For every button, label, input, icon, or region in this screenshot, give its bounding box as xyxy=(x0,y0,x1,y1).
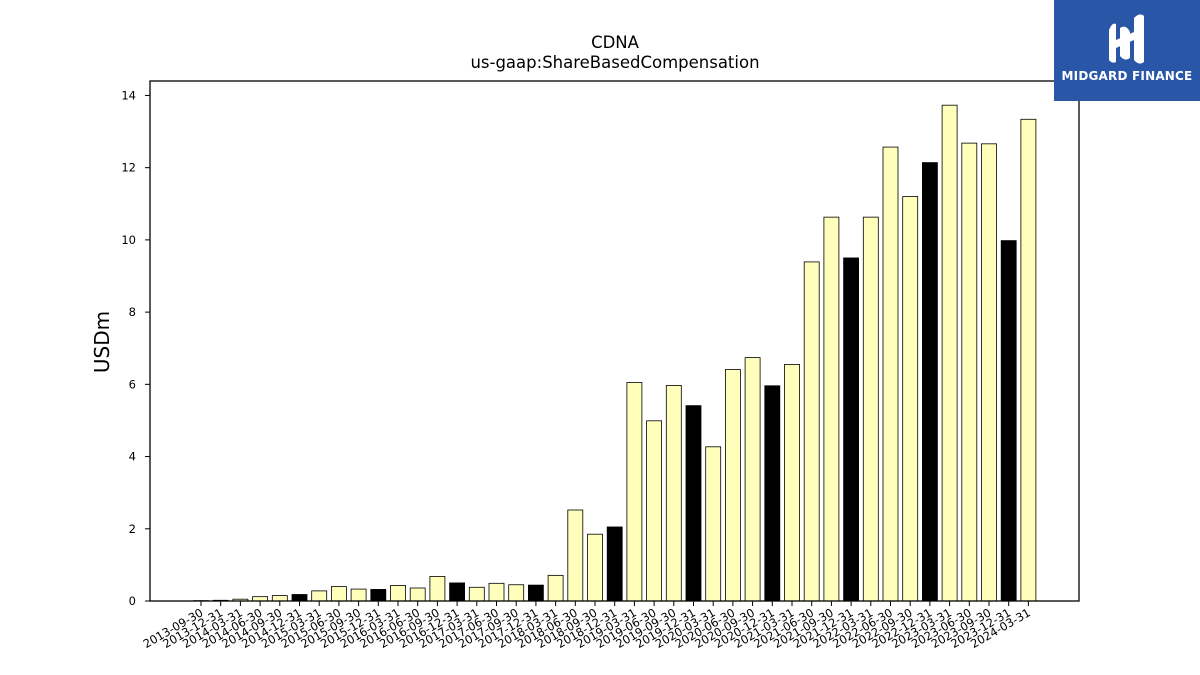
bar-2019-12-31 xyxy=(685,405,702,602)
bar-2018-09-30 xyxy=(587,533,603,602)
y-tick-label: 2 xyxy=(129,522,136,536)
bar-2019-06-30 xyxy=(646,420,662,602)
bar-2020-06-30 xyxy=(725,369,741,602)
chart-title: CDNA xyxy=(591,33,640,52)
y-tick-label: 14 xyxy=(121,88,136,102)
bar-2023-03-31 xyxy=(941,104,958,602)
y-axis-label: USDm xyxy=(90,311,114,373)
bar-2015-06-30 xyxy=(330,586,347,602)
bar-2016-09-30 xyxy=(429,576,446,602)
bar-2016-06-30 xyxy=(409,587,426,602)
bar-2021-03-31 xyxy=(784,364,800,602)
bar-2023-09-30 xyxy=(981,143,997,602)
bar-2014-09-30 xyxy=(271,595,288,602)
y-tick-label: 12 xyxy=(121,161,136,175)
brand-logo: MIDGARD FINANCE xyxy=(1054,0,1200,101)
y-tick-label: 6 xyxy=(129,377,136,391)
bar-2024-03-31 xyxy=(1020,118,1037,602)
y-tick-label: 8 xyxy=(129,305,136,319)
plot-area-frame xyxy=(149,80,1080,602)
x-axis-ticks: 2013-09-302013-12-312014-03-312014-06-30… xyxy=(141,601,1033,651)
bar-2015-03-31 xyxy=(311,590,328,602)
bar-2022-09-30 xyxy=(902,196,919,602)
bar-2023-06-30 xyxy=(961,142,978,602)
bar-2022-12-31 xyxy=(922,162,938,602)
bar-2017-09-30 xyxy=(508,584,525,602)
bar-2019-09-30 xyxy=(665,385,682,602)
bar-2020-12-31 xyxy=(764,385,781,602)
y-axis-ticks: 0 2 4 6 8 10 12 14 xyxy=(121,88,150,608)
bar-2023-12-31 xyxy=(1000,240,1017,602)
y-tick-label: 0 xyxy=(129,594,136,608)
bar-2020-09-30 xyxy=(744,357,761,602)
bar-2019-03-31 xyxy=(626,382,643,602)
midgard-logo-icon xyxy=(1109,14,1144,64)
bar-2021-12-31 xyxy=(843,257,859,602)
y-tick-label: 10 xyxy=(121,233,136,247)
bar-2022-03-31 xyxy=(862,216,879,602)
bar-2020-03-31 xyxy=(705,446,722,602)
bar-2016-03-31 xyxy=(390,585,406,602)
bars-group xyxy=(193,104,1037,602)
bar-2015-09-30 xyxy=(350,588,367,602)
brand-name: MIDGARD FINANCE xyxy=(1061,69,1193,83)
bar-2018-03-31 xyxy=(547,574,564,602)
bar-2014-12-31 xyxy=(291,594,308,602)
chart-subtitle: us-gaap:ShareBasedCompensation xyxy=(470,53,759,72)
bar-2017-06-30 xyxy=(488,582,505,602)
bar-2015-12-31 xyxy=(370,589,387,602)
y-tick-label: 4 xyxy=(129,450,136,464)
bar-2018-12-31 xyxy=(606,526,623,602)
bar-2017-12-31 xyxy=(528,584,544,602)
bar-2018-06-30 xyxy=(567,509,584,602)
bar-2022-06-30 xyxy=(882,146,899,602)
bar-2016-12-31 xyxy=(449,582,466,602)
bar-2021-09-30 xyxy=(823,216,840,602)
bar-2017-03-31 xyxy=(468,586,485,602)
bar-2021-06-30 xyxy=(803,261,820,602)
